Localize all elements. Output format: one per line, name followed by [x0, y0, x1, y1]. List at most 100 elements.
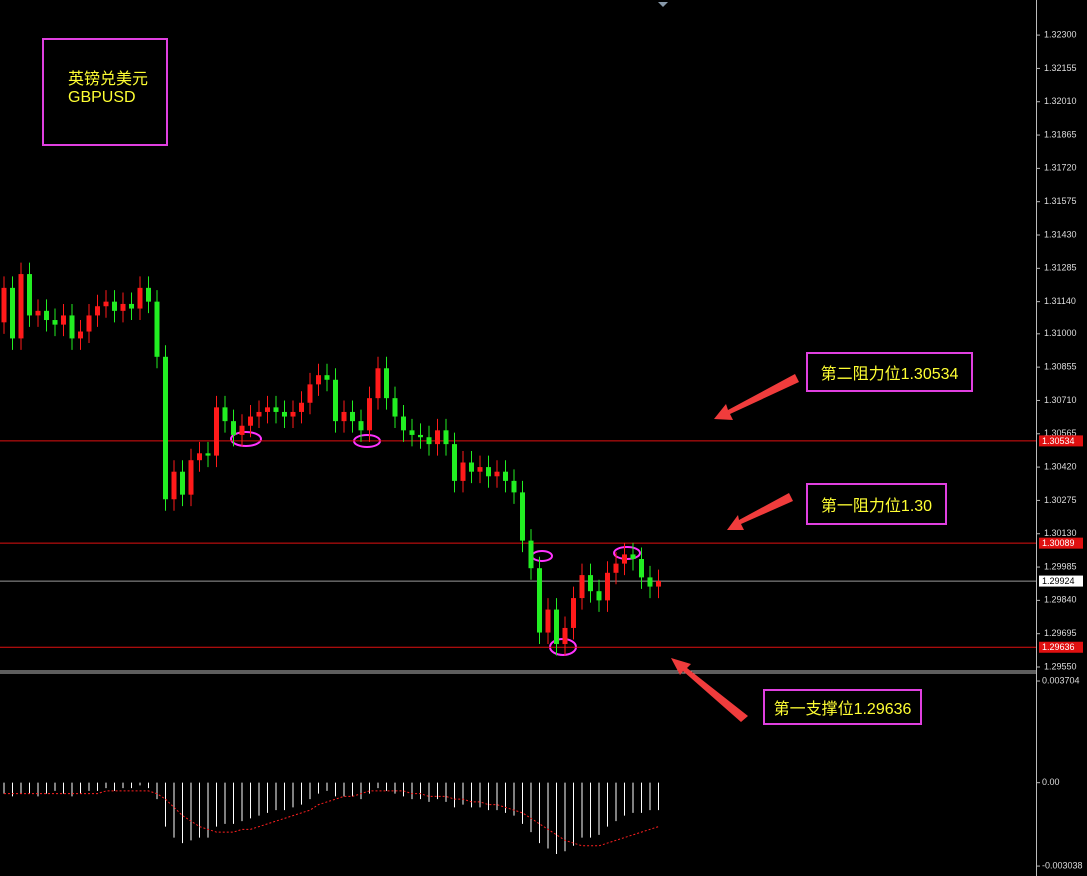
y-tick-label: 1.31000: [1044, 328, 1077, 338]
y-tick-label: 1.29695: [1044, 628, 1077, 638]
level-label: 1.29636: [1042, 642, 1075, 652]
candle-body: [579, 575, 585, 599]
candle-body: [596, 591, 602, 601]
y-tick-label: 1.32300: [1044, 29, 1077, 39]
candle-body: [256, 411, 262, 417]
candle-body: [239, 425, 245, 435]
y-tick-label: 1.29840: [1044, 595, 1077, 605]
y-tick-label: 1.30855: [1044, 362, 1077, 372]
candle-body: [248, 416, 253, 426]
candle-body: [588, 575, 593, 592]
candle-body: [630, 554, 636, 560]
candle-body: [197, 453, 202, 461]
candle-body: [282, 411, 287, 417]
candle-body: [452, 444, 457, 481]
candle-body: [392, 398, 398, 417]
candle-body: [341, 411, 347, 422]
candle-body: [214, 407, 219, 456]
candle-body: [44, 310, 49, 321]
candle-body: [18, 274, 24, 339]
candle-body: [528, 540, 534, 569]
y-tick-label: 1.31865: [1044, 129, 1077, 139]
symbol-code: GBPUSD: [68, 89, 136, 106]
y-tick-label: 1.31285: [1044, 263, 1077, 273]
candle-body: [443, 430, 449, 445]
y-tick-label: 1.29985: [1044, 561, 1077, 571]
candle-body: [316, 375, 321, 385]
candle-body: [350, 411, 355, 422]
y-tick-label: 1.31575: [1044, 196, 1077, 206]
candle-body: [656, 581, 661, 587]
candle-body: [409, 430, 415, 435]
level-label: 1.30534: [1042, 436, 1075, 446]
candle-body: [78, 331, 83, 339]
candle-body: [103, 301, 109, 307]
highlight-ellipse: [230, 431, 262, 447]
symbol-name: 英镑兑美元: [68, 71, 149, 88]
candle-body: [460, 462, 466, 481]
candle-body: [401, 416, 406, 431]
indicator-tick-label: 0.003704: [1042, 675, 1080, 685]
candle-body: [61, 315, 66, 325]
candle-body: [375, 368, 381, 399]
candle-body: [307, 384, 313, 403]
candle-body: [10, 287, 15, 339]
candle-body: [545, 609, 551, 633]
y-tick-label: 1.32155: [1044, 63, 1077, 73]
annotation: 第二阻力位1.30534: [806, 352, 973, 392]
candle-body: [273, 407, 279, 412]
candle-body: [367, 398, 372, 431]
candle-body: [205, 453, 211, 456]
annotation: 第一阻力位1.30: [806, 483, 947, 525]
candle-body: [486, 467, 491, 477]
candle-body: [622, 554, 627, 564]
shift-marker: [658, 2, 668, 7]
candle-body: [52, 320, 58, 325]
candle-body: [418, 434, 423, 438]
y-tick-label: 1.32010: [1044, 96, 1077, 106]
candle-body: [69, 315, 75, 339]
symbol-box: 英镑兑美元 GBPUSD: [42, 38, 168, 146]
macd-signal: [4, 790, 659, 847]
y-tick-label: 1.30130: [1044, 528, 1077, 538]
highlight-ellipse: [531, 550, 553, 562]
candle-body: [27, 274, 32, 316]
annotation: 第一支撑位1.29636: [763, 689, 922, 725]
candle-body: [494, 471, 500, 477]
level-label: 1.30089: [1042, 538, 1075, 548]
candle-body: [562, 627, 568, 645]
arrow: [714, 374, 799, 420]
y-tick-label: 1.31720: [1044, 163, 1077, 173]
candle-body: [511, 480, 517, 493]
candle-body: [120, 303, 126, 311]
candle-body: [537, 568, 542, 633]
candle-body: [35, 310, 41, 316]
candle-body: [647, 577, 653, 587]
arrow: [671, 658, 748, 722]
candle-body: [503, 471, 508, 481]
y-tick-label: 1.31430: [1044, 229, 1077, 239]
candle-body: [154, 301, 160, 357]
candle-body: [112, 301, 117, 311]
candle-body: [384, 368, 389, 399]
y-tick-label: 1.30710: [1044, 395, 1077, 405]
candle-body: [426, 437, 432, 445]
candle-body: [520, 492, 525, 541]
candle-body: [554, 609, 559, 645]
candle-body: [333, 379, 338, 422]
candle-body: [469, 462, 474, 472]
candle-body: [358, 421, 364, 431]
candle-body: [299, 402, 304, 412]
candle-body: [180, 471, 185, 495]
candle-body: [129, 303, 134, 309]
y-tick-label: 1.29550: [1044, 661, 1077, 671]
indicator-tick-label: 0.00: [1042, 777, 1060, 787]
y-tick-label: 1.30565: [1044, 428, 1077, 438]
candle-body: [290, 411, 296, 417]
y-tick-label: 1.30275: [1044, 495, 1077, 505]
candle-body: [146, 287, 151, 302]
candle-body: [435, 430, 440, 445]
candle-body: [163, 356, 168, 500]
candle-body: [477, 467, 483, 472]
